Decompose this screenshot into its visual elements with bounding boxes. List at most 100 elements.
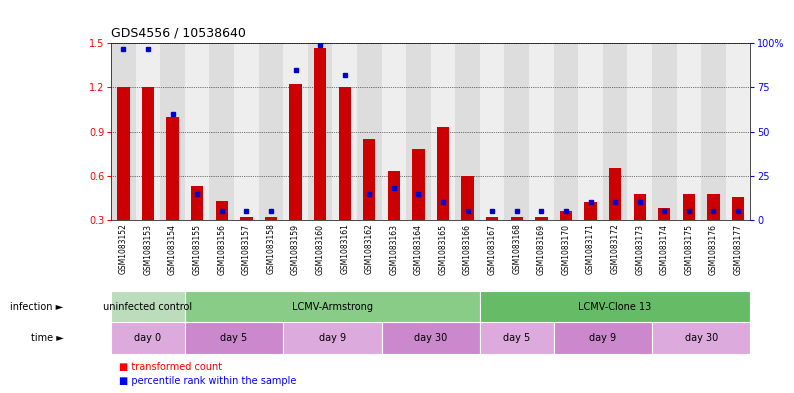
Bar <box>609 169 621 220</box>
Text: ■ percentile rank within the sample: ■ percentile rank within the sample <box>119 376 296 386</box>
Text: GDS4556 / 10538640: GDS4556 / 10538640 <box>111 26 246 39</box>
Bar <box>111 322 185 354</box>
Bar <box>185 291 480 322</box>
Text: GSM1083174: GSM1083174 <box>660 224 669 275</box>
Text: GSM1083164: GSM1083164 <box>414 224 423 275</box>
Bar <box>578 43 603 220</box>
Bar <box>185 322 283 354</box>
Bar <box>511 217 523 220</box>
Bar <box>111 291 185 322</box>
Text: GSM1083170: GSM1083170 <box>561 224 570 275</box>
Bar <box>111 43 136 220</box>
Text: GSM1083169: GSM1083169 <box>537 224 545 275</box>
Text: GSM1083158: GSM1083158 <box>267 224 276 274</box>
Text: GSM1083172: GSM1083172 <box>611 224 619 274</box>
Bar <box>676 43 701 220</box>
Text: GSM1083153: GSM1083153 <box>144 224 152 275</box>
Text: GSM1083175: GSM1083175 <box>684 224 693 275</box>
Text: GSM1083154: GSM1083154 <box>168 224 177 275</box>
Text: GSM1083173: GSM1083173 <box>635 224 644 275</box>
Bar <box>382 43 407 220</box>
Bar <box>407 43 430 220</box>
Bar <box>535 217 548 220</box>
Bar <box>191 186 203 220</box>
Text: day 30: day 30 <box>414 333 447 343</box>
Bar <box>430 43 455 220</box>
Bar <box>265 217 277 220</box>
Bar <box>387 171 400 220</box>
Bar <box>603 43 627 220</box>
Text: day 30: day 30 <box>684 333 718 343</box>
Bar <box>683 193 695 220</box>
Text: GSM1083177: GSM1083177 <box>734 224 742 275</box>
Bar <box>338 87 351 220</box>
Bar <box>701 43 726 220</box>
Bar <box>529 43 553 220</box>
Bar <box>455 43 480 220</box>
Text: GSM1083162: GSM1083162 <box>364 224 374 274</box>
Bar <box>241 217 252 220</box>
Text: GSM1083157: GSM1083157 <box>242 224 251 275</box>
Bar <box>283 43 308 220</box>
Bar <box>634 193 646 220</box>
Bar <box>382 322 480 354</box>
Text: uninfected control: uninfected control <box>103 301 193 312</box>
Bar <box>308 43 333 220</box>
Bar <box>216 201 228 220</box>
Bar <box>480 322 553 354</box>
Bar <box>652 43 676 220</box>
Bar <box>658 208 670 220</box>
Bar <box>560 211 572 220</box>
Bar <box>652 322 750 354</box>
Text: GSM1083168: GSM1083168 <box>512 224 522 274</box>
Bar <box>160 43 185 220</box>
Text: day 9: day 9 <box>319 333 346 343</box>
Text: GSM1083165: GSM1083165 <box>438 224 448 275</box>
Text: day 9: day 9 <box>589 333 616 343</box>
Text: GSM1083160: GSM1083160 <box>316 224 325 275</box>
Bar <box>480 43 504 220</box>
Bar <box>314 48 326 220</box>
Bar <box>707 193 719 220</box>
Bar <box>504 43 529 220</box>
Text: GSM1083167: GSM1083167 <box>488 224 497 275</box>
Bar <box>210 43 234 220</box>
Bar <box>289 84 302 220</box>
Bar <box>732 196 744 220</box>
Text: GSM1083176: GSM1083176 <box>709 224 718 275</box>
Text: day 5: day 5 <box>503 333 530 343</box>
Bar <box>136 43 160 220</box>
Bar <box>553 43 578 220</box>
Bar <box>259 43 283 220</box>
Bar <box>118 87 129 220</box>
Bar <box>283 322 382 354</box>
Text: GSM1083161: GSM1083161 <box>340 224 349 274</box>
Text: GSM1083156: GSM1083156 <box>218 224 226 275</box>
Text: time ►: time ► <box>31 333 64 343</box>
Text: day 5: day 5 <box>221 333 248 343</box>
Bar <box>363 139 376 220</box>
Text: GSM1083159: GSM1083159 <box>291 224 300 275</box>
Text: GSM1083166: GSM1083166 <box>463 224 472 275</box>
Text: LCMV-Armstrong: LCMV-Armstrong <box>292 301 373 312</box>
Text: GSM1083155: GSM1083155 <box>193 224 202 275</box>
Bar <box>461 176 474 220</box>
Bar <box>726 43 750 220</box>
Bar <box>412 149 425 220</box>
Bar <box>437 127 449 220</box>
Bar <box>480 291 750 322</box>
Bar <box>627 43 652 220</box>
Bar <box>333 43 357 220</box>
Bar <box>584 202 596 220</box>
Text: LCMV-Clone 13: LCMV-Clone 13 <box>579 301 652 312</box>
Text: GSM1083163: GSM1083163 <box>389 224 399 275</box>
Bar <box>142 87 154 220</box>
Bar <box>357 43 382 220</box>
Text: GSM1083152: GSM1083152 <box>119 224 128 274</box>
Text: infection ►: infection ► <box>10 301 64 312</box>
Text: ■ transformed count: ■ transformed count <box>119 362 222 373</box>
Bar <box>553 322 652 354</box>
Text: GSM1083171: GSM1083171 <box>586 224 595 274</box>
Bar <box>167 117 179 220</box>
Bar <box>486 217 499 220</box>
